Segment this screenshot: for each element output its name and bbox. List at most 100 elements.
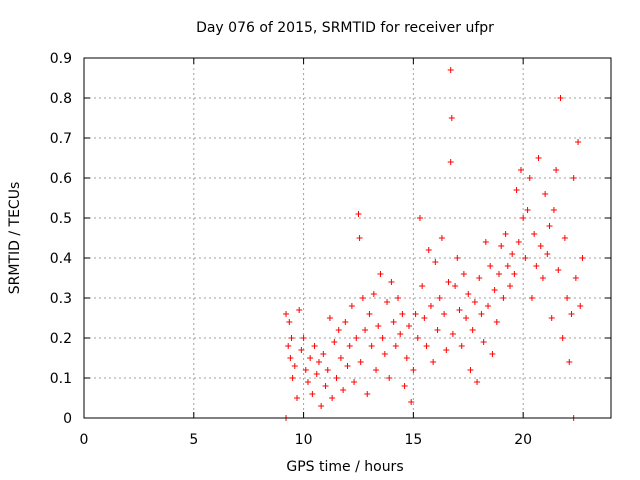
data-point	[441, 311, 448, 317]
data-point	[443, 347, 450, 353]
data-point	[370, 291, 377, 297]
data-point	[566, 359, 573, 365]
data-point	[500, 295, 507, 301]
data-point	[517, 167, 524, 173]
data-point	[423, 343, 430, 349]
data-point	[397, 331, 404, 337]
data-point	[539, 275, 546, 281]
y-axis-label: SRMTID / TECUs	[7, 182, 23, 295]
data-point	[489, 351, 496, 357]
data-point	[392, 343, 399, 349]
data-point	[364, 391, 371, 397]
data-point	[362, 327, 369, 333]
data-point	[432, 259, 439, 265]
y-tick-label: 0.3	[50, 291, 72, 307]
data-point	[375, 323, 382, 329]
data-point	[471, 299, 478, 305]
data-point	[448, 115, 455, 121]
data-point	[307, 355, 314, 361]
data-point	[357, 359, 364, 365]
data-point	[324, 367, 331, 373]
y-tick-label: 0.1	[50, 371, 72, 387]
data-point	[564, 295, 571, 301]
data-point	[559, 335, 566, 341]
data-point	[377, 271, 384, 277]
data-point	[568, 311, 575, 317]
data-point	[515, 239, 522, 245]
x-tick-label: 5	[189, 432, 198, 448]
data-point	[533, 263, 540, 269]
y-tick-label: 0	[63, 411, 72, 427]
data-point	[331, 339, 338, 345]
data-point	[384, 299, 391, 305]
data-point	[335, 327, 342, 333]
data-point	[555, 267, 562, 273]
data-point	[522, 255, 529, 261]
y-tick-label: 0.8	[50, 91, 72, 107]
data-point	[287, 355, 294, 361]
data-point	[414, 335, 421, 341]
data-point	[353, 335, 360, 341]
data-point	[333, 375, 340, 381]
data-point	[557, 95, 564, 101]
y-tick-label: 0.9	[50, 51, 72, 67]
data-point	[286, 319, 293, 325]
data-point	[526, 175, 533, 181]
data-point	[469, 327, 476, 333]
y-tick-label: 0.6	[50, 171, 72, 187]
data-point	[344, 363, 351, 369]
data-point	[511, 271, 518, 277]
data-point	[293, 395, 300, 401]
data-point	[300, 335, 307, 341]
data-point	[524, 207, 531, 213]
data-point	[485, 303, 492, 309]
data-point	[309, 391, 316, 397]
data-point	[498, 243, 505, 249]
data-points	[283, 67, 586, 421]
data-point	[537, 243, 544, 249]
data-point	[553, 167, 560, 173]
data-point	[460, 271, 467, 277]
data-point	[509, 251, 516, 257]
data-point	[348, 303, 355, 309]
data-point	[570, 175, 577, 181]
plot-frame	[83, 57, 612, 419]
data-point	[313, 371, 320, 377]
data-point	[351, 379, 358, 385]
data-point	[368, 343, 375, 349]
data-point	[449, 331, 456, 337]
data-point	[386, 375, 393, 381]
data-point	[575, 139, 582, 145]
data-point	[572, 275, 579, 281]
data-point	[359, 295, 366, 301]
data-point	[390, 319, 397, 325]
x-tick-label: 10	[295, 432, 313, 448]
x-tick-label: 0	[80, 432, 89, 448]
data-point	[491, 287, 498, 293]
data-point	[311, 343, 318, 349]
data-point	[340, 387, 347, 393]
y-tick-label: 0.2	[50, 331, 72, 347]
data-point	[579, 255, 586, 261]
data-point	[535, 155, 542, 161]
data-point	[405, 323, 412, 329]
y-tick-label: 0.7	[50, 131, 72, 147]
data-point	[528, 295, 535, 301]
data-point	[513, 187, 520, 193]
data-point	[302, 367, 309, 373]
chart-title: Day 076 of 2015, SRMTID for receiver ufp…	[196, 20, 494, 36]
data-point	[478, 311, 485, 317]
data-point	[342, 319, 349, 325]
data-point	[421, 315, 428, 321]
data-point	[401, 383, 408, 389]
data-point	[427, 303, 434, 309]
data-point	[561, 235, 568, 241]
data-point	[577, 303, 584, 309]
data-point	[544, 251, 551, 257]
data-point	[283, 311, 290, 317]
x-axis-label: GPS time / hours	[286, 459, 403, 475]
data-point	[447, 159, 454, 165]
data-point	[458, 343, 465, 349]
data-point	[454, 255, 461, 261]
